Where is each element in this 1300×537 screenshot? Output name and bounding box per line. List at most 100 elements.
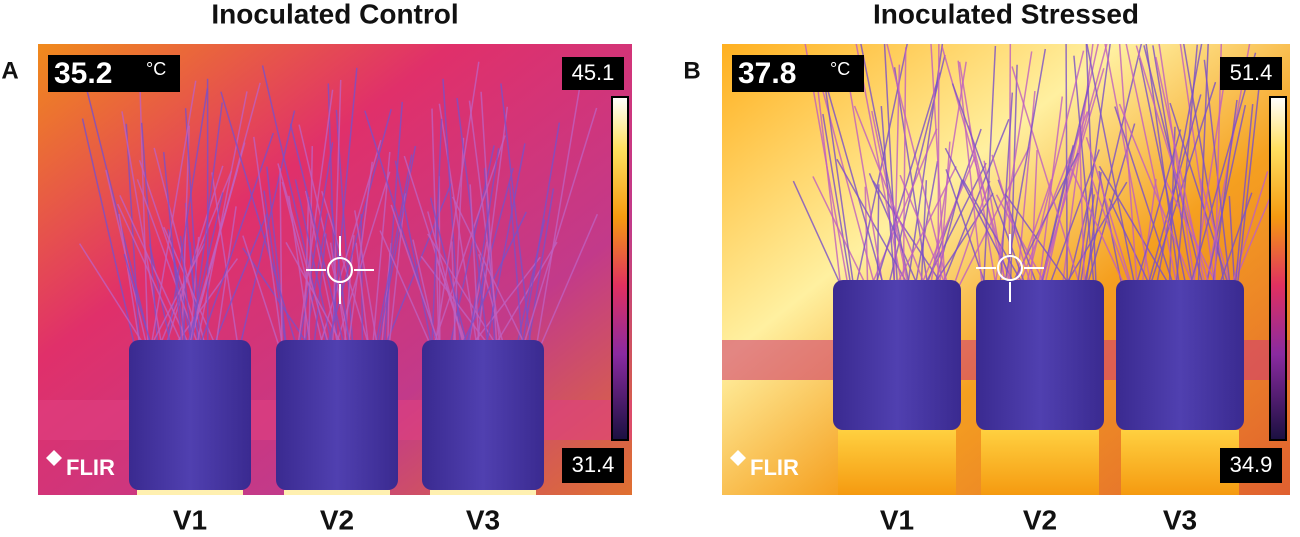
scale-max: 51.4 bbox=[1230, 60, 1273, 85]
scale-max: 45.1 bbox=[572, 60, 615, 85]
grass-blade bbox=[474, 106, 509, 361]
grass-blade bbox=[194, 132, 275, 361]
crosshair-circle bbox=[327, 257, 353, 283]
grass-blade bbox=[442, 78, 462, 361]
grass-blade bbox=[138, 68, 150, 361]
color-scale bbox=[1269, 96, 1287, 441]
grass-blade bbox=[998, 92, 1014, 301]
pot-rim bbox=[430, 490, 536, 495]
grass-blade bbox=[307, 146, 314, 361]
grass-blade bbox=[81, 71, 156, 361]
grass-blade bbox=[431, 108, 441, 361]
grass-blade bbox=[427, 211, 469, 361]
grass-blade bbox=[868, 172, 925, 301]
grass-blade bbox=[322, 109, 392, 361]
grass-blade bbox=[311, 233, 327, 361]
pot-label: V3 bbox=[466, 504, 500, 535]
grass-blade bbox=[1085, 137, 1137, 301]
grass-blade bbox=[871, 110, 912, 301]
grass-blade bbox=[518, 107, 598, 361]
grass-blade bbox=[1034, 68, 1105, 301]
pot bbox=[1116, 280, 1244, 430]
image-content: 35.2 °C 45.1 31.4 FLIR bbox=[38, 44, 632, 495]
grass-blade bbox=[242, 235, 285, 361]
grass-blade bbox=[116, 203, 191, 361]
grass-blade bbox=[951, 146, 1031, 301]
grass-blade bbox=[816, 83, 843, 301]
grass-blade bbox=[1174, 44, 1199, 301]
pot-label: V3 bbox=[1163, 504, 1197, 535]
grass-blade bbox=[211, 172, 241, 361]
grass-blade bbox=[1125, 44, 1181, 301]
grass-blade bbox=[429, 197, 472, 361]
grass-blade bbox=[1090, 176, 1137, 301]
grass-blade bbox=[1182, 44, 1228, 301]
grass-blade bbox=[912, 161, 939, 301]
color-scale bbox=[611, 96, 629, 441]
grass-blade bbox=[948, 180, 991, 301]
grass-blade bbox=[184, 108, 203, 361]
grass-blade bbox=[992, 51, 1033, 301]
pot bbox=[422, 340, 544, 490]
grass-blade bbox=[1138, 57, 1190, 301]
pot bbox=[129, 340, 251, 490]
grass-blade bbox=[328, 67, 358, 361]
grass-blade bbox=[136, 179, 205, 361]
grass-blade bbox=[525, 188, 555, 361]
grass-blade bbox=[1098, 165, 1179, 301]
grass-blade bbox=[266, 166, 289, 361]
grass-blade bbox=[1040, 44, 1099, 301]
grass-blade bbox=[370, 151, 391, 361]
grass-blade bbox=[301, 213, 329, 361]
pot-rim bbox=[284, 490, 390, 495]
grass-blade bbox=[1179, 44, 1218, 301]
temperature-unit: °C bbox=[830, 59, 850, 79]
grass-blade bbox=[220, 91, 302, 361]
grass-blade bbox=[1226, 171, 1269, 301]
temperature-unit: °C bbox=[146, 59, 166, 79]
grass-blade bbox=[253, 136, 285, 361]
pot-base bbox=[838, 430, 956, 495]
grass-blade bbox=[1143, 94, 1202, 301]
grass-blade bbox=[792, 180, 849, 301]
grass-blade bbox=[899, 174, 953, 301]
grass-blade bbox=[183, 192, 224, 361]
grass-blade bbox=[277, 163, 334, 361]
grass-blade bbox=[893, 67, 931, 301]
scale-min-box bbox=[1220, 448, 1282, 483]
grass-blade bbox=[916, 162, 987, 301]
crosshair-circle bbox=[997, 255, 1023, 281]
grass-blade bbox=[945, 169, 992, 301]
panel-title: Inoculated Control bbox=[211, 0, 458, 29]
thermal-image: 37.8 °C 51.4 34.9 FLIR bbox=[722, 44, 1290, 495]
grass-blade bbox=[482, 143, 526, 361]
grass-blade bbox=[930, 44, 947, 301]
grass-blade bbox=[1114, 106, 1179, 301]
grass-blade bbox=[870, 72, 941, 301]
grass-blade bbox=[432, 61, 480, 361]
grass-blade bbox=[298, 124, 356, 361]
grass-blade bbox=[188, 102, 223, 361]
grass-blade bbox=[296, 142, 334, 361]
grass-blade bbox=[902, 47, 907, 301]
panel-title: Inoculated Stressed bbox=[873, 0, 1139, 29]
grass-blade bbox=[345, 161, 373, 361]
pot bbox=[276, 340, 398, 490]
grass-blade bbox=[379, 230, 438, 361]
grass-blade bbox=[1065, 44, 1068, 301]
grass-blade bbox=[427, 135, 506, 361]
grass-blade bbox=[1021, 50, 1085, 301]
grass-blade bbox=[822, 113, 854, 301]
grass-blade bbox=[184, 82, 261, 361]
grass-blade bbox=[162, 151, 185, 361]
panel-label: A bbox=[1, 57, 18, 84]
pot bbox=[833, 280, 961, 430]
grass-blade bbox=[1029, 150, 1038, 301]
grass-blade bbox=[164, 88, 209, 361]
image-content: 37.8 °C 51.4 34.9 FLIR bbox=[722, 44, 1290, 495]
grass-blade bbox=[1078, 127, 1086, 301]
grass-blade bbox=[125, 123, 142, 361]
scale-min-box bbox=[562, 448, 624, 483]
grass-blade bbox=[951, 83, 1032, 301]
grass-blade bbox=[1158, 44, 1199, 301]
